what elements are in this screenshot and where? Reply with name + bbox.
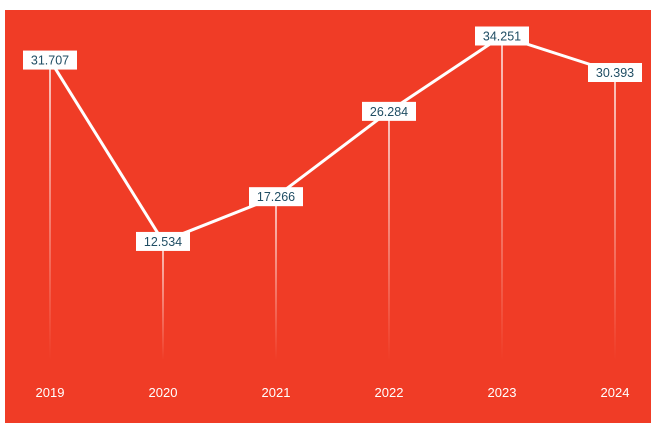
drop-line-2019 (49, 60, 51, 361)
x-tick-label-2019: 2019 (36, 385, 65, 400)
value-label-box (588, 62, 642, 82)
drop-line-2024 (614, 72, 616, 360)
value-label-box (23, 50, 77, 70)
data-point-label-2021: 17.266 (249, 187, 303, 207)
data-point-label-2019: 31.707 (23, 50, 77, 70)
x-tick-label-2021: 2021 (262, 385, 291, 400)
value-label: 34.251 (483, 30, 521, 44)
value-label: 31.707 (31, 54, 69, 68)
value-label-box (475, 26, 529, 46)
value-label-box (362, 101, 416, 121)
x-tick-label-2022: 2022 (375, 385, 404, 400)
value-label: 17.266 (257, 190, 295, 204)
drop-line-2021 (275, 196, 277, 360)
drop-lines (49, 36, 616, 361)
value-label: 30.393 (596, 66, 634, 80)
value-label: 12.534 (144, 235, 182, 249)
value-labels: 31.707 12.534 17.266 26.284 34.251 30.393 (23, 26, 642, 251)
x-axis: 2019 2020 2021 2022 2023 2024 (36, 385, 630, 400)
data-point-label-2024: 30.393 (588, 62, 642, 82)
chart-card: 31.707 12.534 17.266 26.284 34.251 30.393 201… (5, 10, 651, 423)
data-point-label-2020: 12.534 (136, 231, 190, 251)
x-tick-label-2024: 2024 (601, 385, 630, 400)
line-chart: 31.707 12.534 17.266 26.284 34.251 30.393 201… (23, 26, 642, 400)
value-label-box (249, 187, 303, 207)
drop-line-2023 (501, 36, 503, 360)
x-tick-label-2020: 2020 (149, 385, 178, 400)
drop-line-2022 (388, 111, 390, 360)
x-tick-label-2023: 2023 (488, 385, 517, 400)
drop-line-2020 (162, 241, 164, 360)
value-label: 26.284 (370, 105, 408, 119)
data-point-label-2022: 26.284 (362, 101, 416, 121)
data-point-label-2023: 34.251 (475, 26, 529, 46)
series-line (48, 34, 617, 243)
value-label-box (136, 231, 190, 251)
